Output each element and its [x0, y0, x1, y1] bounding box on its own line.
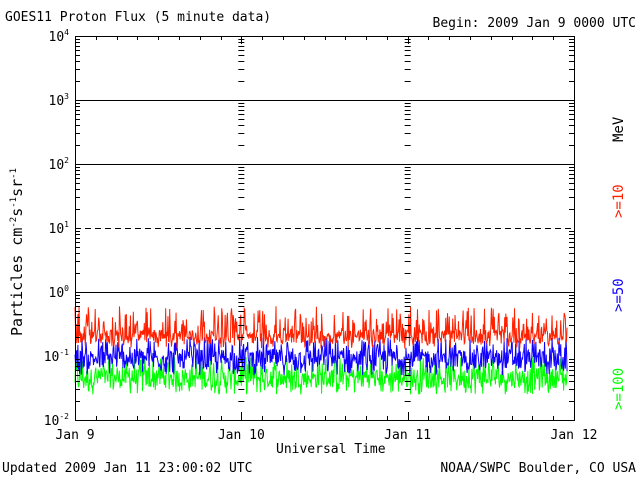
- begin-timestamp: Begin: 2009 Jan 9 0000 UTC: [432, 16, 637, 31]
- series-layer: [74, 306, 568, 395]
- x-axis-label: Universal Time: [276, 442, 386, 457]
- plot-frame: [75, 36, 575, 421]
- x-tick-label: Jan 10: [218, 428, 265, 443]
- x-tick-label: Jan 9: [55, 428, 94, 443]
- y-tick-label: 101: [49, 220, 70, 237]
- updated-timestamp: Updated 2009 Jan 11 23:00:02 UTC: [2, 461, 253, 476]
- credit-text: NOAA/SWPC Boulder, CO USA: [440, 461, 636, 476]
- legend-unit-mev: MeV: [611, 116, 627, 142]
- y-tick-label: 10-2: [44, 412, 69, 429]
- x-tick-label: Jan 12: [551, 428, 598, 443]
- y-tick-labels: 10-2 10-1 100 101 102 103 104: [44, 28, 69, 429]
- legend-ge100: >=100: [611, 367, 627, 410]
- x-tick-labels: Jan 9 Jan 10 Jan 11 Jan 12: [55, 428, 597, 443]
- y-tick-label: 10-1: [44, 348, 69, 365]
- legend-ge10: >=10: [611, 184, 627, 218]
- y-tick-label: 100: [49, 284, 70, 301]
- series-line-ge50: [74, 336, 568, 376]
- legend-ge50: >=50: [611, 278, 627, 312]
- series-line-ge100: [74, 356, 568, 395]
- y-tick-label: 102: [49, 156, 70, 173]
- x-tick-label: Jan 11: [384, 428, 431, 443]
- y-axis-label: Particles cm-2s-1sr-1: [8, 168, 26, 336]
- y-tick-label: 103: [49, 92, 70, 109]
- day-ticks: [238, 39, 411, 402]
- series-line-ge10: [74, 306, 568, 349]
- y-tick-label: 104: [49, 28, 70, 45]
- reference-lines: [75, 100, 574, 293]
- chart-title: GOES11 Proton Flux (5 minute data): [5, 10, 272, 25]
